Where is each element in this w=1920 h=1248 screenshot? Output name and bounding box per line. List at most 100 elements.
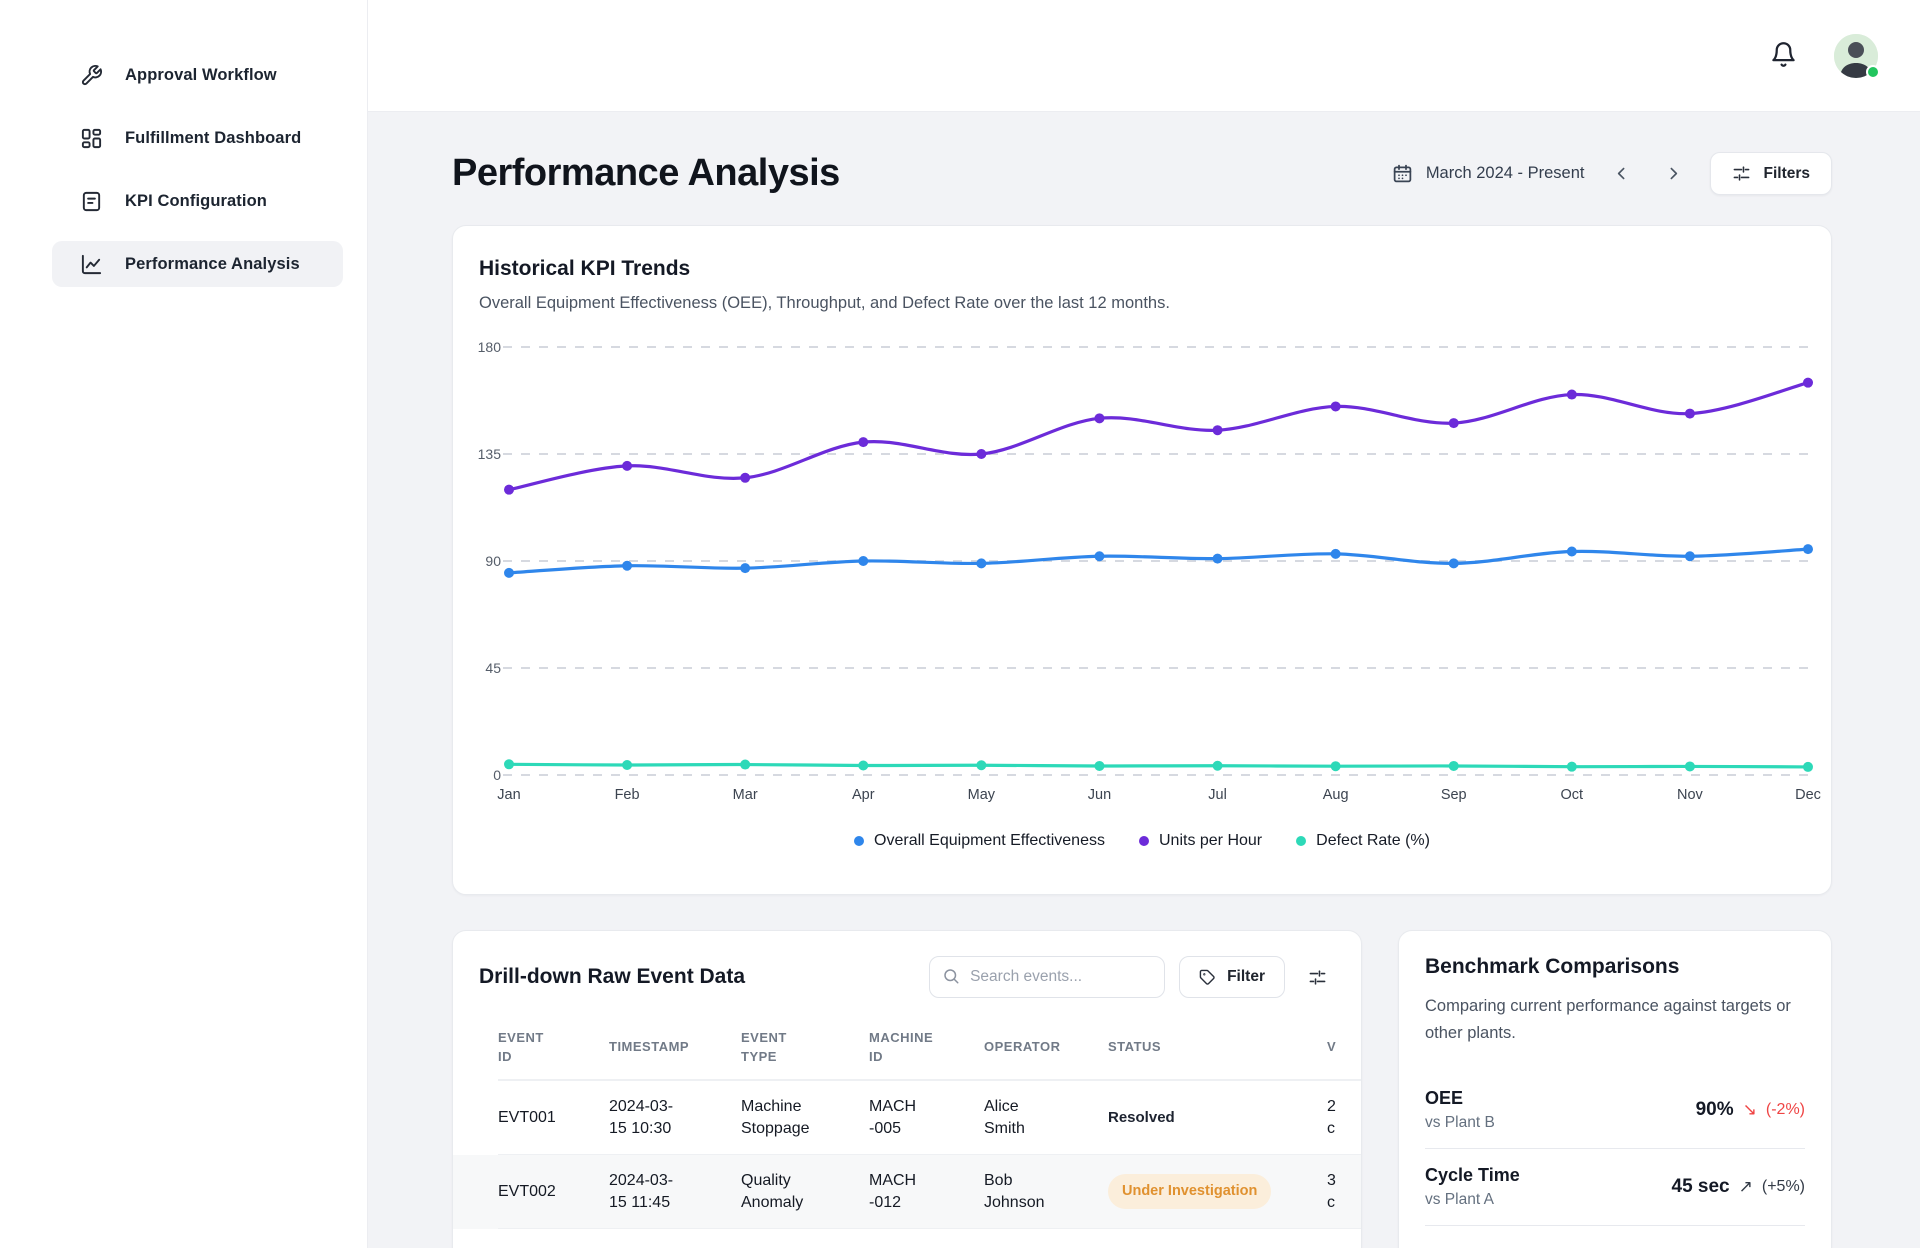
cell-value: 2 c <box>1327 1098 1336 1137</box>
sidebar-item-fulfillment-dashboard[interactable]: Fulfillment Dashboard <box>52 115 343 161</box>
data-point <box>976 760 987 771</box>
events-search <box>929 956 1166 998</box>
sidebar-item-label: Fulfillment Dashboard <box>125 128 302 147</box>
data-point <box>740 472 751 483</box>
y-axis-tick: 45 <box>485 660 501 676</box>
cell-timestamp: 2024-03- 15 10:30 <box>609 1098 674 1137</box>
x-axis-tick: May <box>967 787 996 803</box>
col-status: STATUS <box>1108 1039 1162 1055</box>
sidebar-item-performance-analysis[interactable]: Performance Analysis <box>52 241 343 287</box>
data-point <box>1566 546 1577 557</box>
events-columns-settings-button[interactable] <box>1299 956 1335 998</box>
benchmark-item-oee: OEE vs Plant B 90% ↘ (-2%) <box>1425 1072 1805 1150</box>
legend-dot-icon <box>1296 836 1307 846</box>
chart-legend: Overall Equipment Effectiveness Units per… <box>453 832 1831 850</box>
data-point <box>1212 760 1223 771</box>
benchmark-metric: Cycle Time <box>1425 1165 1520 1186</box>
kpi-chart-plot: 0 45 90 135 180 Jan Feb Mar Apr May Jun Jul Aug Sep O… <box>453 226 1831 894</box>
data-point <box>1094 551 1105 562</box>
data-point <box>1330 761 1341 772</box>
legend-item: Units per Hour <box>1138 832 1262 850</box>
data-point <box>740 563 751 574</box>
chart-title: Historical KPI Trends <box>479 257 691 280</box>
col-timestamp: TIMESTAMP <box>609 1039 690 1055</box>
sidebar-item-approval-workflow[interactable]: Approval Workflow <box>52 52 343 98</box>
online-status-dot <box>1866 64 1880 79</box>
data-point <box>1212 425 1223 436</box>
x-axis-tick: Jan <box>497 787 521 803</box>
cell-value: 3 c <box>1327 1172 1336 1211</box>
user-avatar[interactable] <box>1834 33 1880 79</box>
table-row[interactable]: EVT001 2024-03- 15 10:30 Machine Stoppag… <box>498 1081 1361 1155</box>
events-table: EVENT ID TIMESTAMP EVENT TYPE MACHINE ID… <box>498 1023 1361 1248</box>
benchmark-value: 45 sec <box>1671 1176 1730 1198</box>
data-point <box>858 760 869 771</box>
data-point <box>1684 551 1695 562</box>
cell-event-id: EVT002 <box>498 1182 556 1200</box>
data-point <box>1094 760 1105 771</box>
col-machine-id: MACHINE ID <box>869 1029 934 1065</box>
table-row[interactable]: EVT002 2024-03- 15 11:45 Quality Anomaly… <box>498 1155 1361 1229</box>
dashboard-grid-icon <box>81 128 102 148</box>
benchmark-value: 90% <box>1695 1099 1734 1121</box>
kpi-line-chart <box>503 346 1813 776</box>
wrench-icon <box>81 64 103 85</box>
chart-subtitle: Overall Equipment Effectiveness (OEE), T… <box>479 294 1170 312</box>
date-range-control: March 2024 - Present <box>1392 163 1584 184</box>
sidebar: Approval Workflow Fulfillment Dashboard … <box>0 0 368 1248</box>
main-content: Performance Analysis March 2024 - Presen… <box>368 0 1920 1248</box>
events-search-input[interactable] <box>929 956 1166 998</box>
x-axis-tick: Jul <box>1208 787 1227 803</box>
data-point <box>1684 408 1695 419</box>
x-axis-tick: Nov <box>1677 787 1703 803</box>
sliders-icon <box>1734 166 1750 181</box>
series-line <box>507 381 1810 492</box>
benchmark-comparisons-card: Benchmark Comparisons Comparing current … <box>1398 930 1832 1248</box>
legend-item: Defect Rate (%) <box>1296 832 1430 850</box>
cell-event-type: Quality Anomaly <box>741 1172 804 1211</box>
document-lines-icon <box>82 191 101 211</box>
data-point <box>1212 553 1223 564</box>
data-point <box>976 449 987 459</box>
trend-up-arrow-icon: ↗ <box>1738 1177 1753 1197</box>
filters-button[interactable]: Filters <box>1710 152 1832 195</box>
events-filter-button[interactable]: Filter <box>1179 956 1285 998</box>
data-point <box>1566 389 1577 400</box>
col-event-type: EVENT TYPE <box>741 1029 787 1065</box>
filters-button-label: Filters <box>1763 164 1810 182</box>
data-point <box>740 759 751 770</box>
status-badge: Under Investigation <box>1108 1173 1272 1210</box>
data-point <box>858 556 869 566</box>
data-point <box>1448 760 1459 771</box>
prev-period-button[interactable] <box>1606 159 1636 189</box>
topbar <box>368 0 1920 112</box>
x-axis-tick: Apr <box>851 787 875 803</box>
events-filter-label: Filter <box>1227 968 1265 985</box>
legend-dot-icon <box>1138 836 1149 846</box>
data-point <box>1803 544 1813 555</box>
calendar-icon <box>1393 164 1412 183</box>
benchmark-delta: (-2%) <box>1765 1101 1805 1119</box>
legend-item: Overall Equipment Effectiveness <box>854 832 1105 850</box>
data-point <box>622 760 633 771</box>
avatar-photo <box>1834 33 1878 78</box>
x-axis-tick: Dec <box>1795 787 1821 803</box>
col-event-id: EVENT ID <box>498 1029 544 1065</box>
next-period-button[interactable] <box>1658 159 1688 189</box>
line-chart-icon <box>81 254 102 274</box>
sidebar-item-label: Performance Analysis <box>125 254 300 273</box>
sidebar-item-kpi-configuration[interactable]: KPI Configuration <box>52 178 343 224</box>
benchmark-list: OEE vs Plant B 90% ↘ (-2%) Cycle Time vs… <box>1425 1072 1805 1227</box>
data-point <box>1330 548 1341 559</box>
legend-label: Overall Equipment Effectiveness <box>874 832 1105 849</box>
notification-bell-icon[interactable] <box>1770 41 1800 71</box>
y-axis-tick: 0 <box>493 767 501 783</box>
cell-event-id: EVT001 <box>498 1108 556 1126</box>
y-axis-tick: 90 <box>485 553 501 569</box>
table-row[interactable]: EVT003 2024-03- Material MACH Charlie <box>498 1229 1361 1248</box>
cell-timestamp: 2024-03- 15 11:45 <box>609 1172 674 1211</box>
search-icon <box>944 969 959 984</box>
raw-event-data-card: Drill-down Raw Event Data Filter EVENT I… <box>452 930 1362 1248</box>
data-point <box>858 437 869 448</box>
status-text: Resolved <box>1108 1108 1175 1126</box>
